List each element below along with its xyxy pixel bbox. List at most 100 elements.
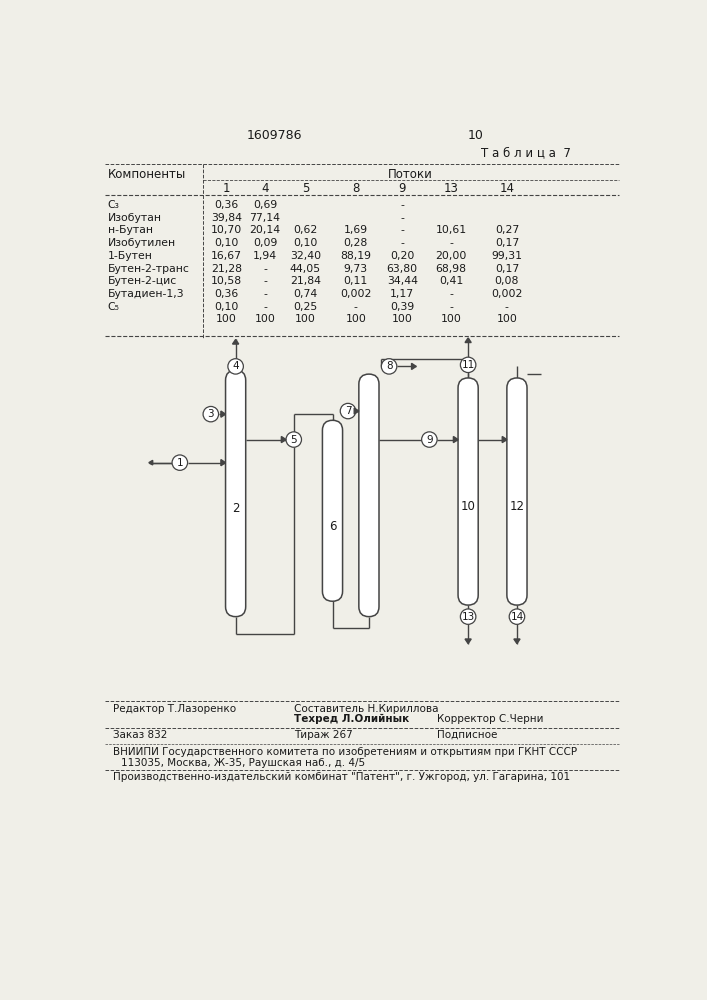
Text: -: - [263, 276, 267, 286]
Text: 100: 100 [392, 314, 413, 324]
Text: 5: 5 [302, 182, 309, 195]
Text: Техред Л.Олийнык: Техред Л.Олийнык [293, 714, 409, 724]
Text: 21,28: 21,28 [211, 264, 242, 274]
FancyBboxPatch shape [226, 370, 246, 617]
Text: 0,08: 0,08 [495, 276, 519, 286]
Text: Подписное: Подписное [437, 730, 498, 740]
Polygon shape [502, 436, 507, 443]
Text: 4: 4 [262, 182, 269, 195]
Text: 0,10: 0,10 [214, 302, 238, 312]
Text: 9: 9 [399, 182, 406, 195]
Text: 8: 8 [386, 361, 392, 371]
Text: 0,10: 0,10 [293, 238, 317, 248]
Text: -: - [400, 200, 404, 210]
Text: 11: 11 [462, 360, 474, 370]
Text: -: - [400, 225, 404, 235]
Text: 1-Бутен: 1-Бутен [107, 251, 153, 261]
Text: 1,69: 1,69 [344, 225, 368, 235]
Polygon shape [465, 639, 472, 644]
Text: -: - [449, 238, 453, 248]
Text: 10,70: 10,70 [211, 225, 242, 235]
Text: C₃: C₃ [107, 200, 119, 210]
Text: 6: 6 [329, 520, 337, 533]
Text: 100: 100 [496, 314, 518, 324]
Circle shape [203, 406, 218, 422]
Text: 99,31: 99,31 [491, 251, 522, 261]
Circle shape [381, 359, 397, 374]
Text: -: - [263, 302, 267, 312]
Text: 10,58: 10,58 [211, 276, 242, 286]
Text: ВНИИПИ Государственного комитета по изобретениям и открытиям при ГКНТ СССР: ВНИИПИ Государственного комитета по изоб… [113, 747, 578, 757]
Text: C₅: C₅ [107, 302, 119, 312]
Polygon shape [221, 411, 226, 417]
Text: Потоки: Потоки [387, 168, 433, 181]
Text: 0,36: 0,36 [214, 289, 238, 299]
Text: -: - [449, 302, 453, 312]
FancyBboxPatch shape [359, 374, 379, 617]
Text: 10,61: 10,61 [436, 225, 467, 235]
Text: 113035, Москва, Ж-35, Раушская наб., д. 4/5: 113035, Москва, Ж-35, Раушская наб., д. … [122, 758, 366, 768]
Text: Т а б л и ц а  7: Т а б л и ц а 7 [481, 146, 571, 159]
Text: Редактор Т.Лазоренко: Редактор Т.Лазоренко [113, 704, 236, 714]
Circle shape [340, 403, 356, 419]
Circle shape [228, 359, 243, 374]
Text: 12: 12 [510, 500, 525, 513]
Text: 8: 8 [352, 182, 359, 195]
Text: 2: 2 [232, 502, 240, 515]
Text: 7: 7 [345, 406, 351, 416]
Text: 1609786: 1609786 [247, 129, 302, 142]
Text: Корректор С.Черни: Корректор С.Черни [437, 714, 544, 724]
Text: 20,00: 20,00 [436, 251, 467, 261]
Text: 1: 1 [223, 182, 230, 195]
Text: 1,17: 1,17 [390, 289, 414, 299]
Text: Производственно-издательский комбинат "Патент", г. Ужгород, ул. Гагарина, 101: Производственно-издательский комбинат "П… [113, 772, 571, 782]
Text: Тираж 267: Тираж 267 [293, 730, 353, 740]
Text: 0,28: 0,28 [344, 238, 368, 248]
Polygon shape [149, 460, 153, 465]
Text: 77,14: 77,14 [250, 213, 281, 223]
Circle shape [421, 432, 437, 447]
Text: 0,20: 0,20 [390, 251, 414, 261]
FancyBboxPatch shape [458, 378, 478, 605]
Text: 39,84: 39,84 [211, 213, 242, 223]
Polygon shape [465, 338, 472, 343]
Text: -: - [263, 289, 267, 299]
Text: 100: 100 [440, 314, 462, 324]
Text: 63,80: 63,80 [387, 264, 418, 274]
Text: 0,002: 0,002 [340, 289, 371, 299]
Text: 21,84: 21,84 [290, 276, 321, 286]
Text: 10: 10 [468, 129, 484, 142]
Text: 0,36: 0,36 [214, 200, 238, 210]
Text: 0,25: 0,25 [293, 302, 317, 312]
Text: -: - [400, 213, 404, 223]
Polygon shape [233, 339, 239, 344]
Circle shape [172, 455, 187, 470]
Text: -: - [354, 302, 358, 312]
Text: Изобутан: Изобутан [107, 213, 162, 223]
Text: 68,98: 68,98 [436, 264, 467, 274]
Text: Компоненты: Компоненты [107, 168, 186, 181]
Text: н-Бутан: н-Бутан [107, 225, 153, 235]
Text: 10: 10 [461, 500, 476, 513]
FancyBboxPatch shape [507, 378, 527, 605]
Text: 0,09: 0,09 [253, 238, 277, 248]
Polygon shape [354, 408, 359, 414]
Polygon shape [281, 436, 286, 443]
Text: -: - [263, 264, 267, 274]
Text: 100: 100 [216, 314, 237, 324]
Text: 1,94: 1,94 [253, 251, 277, 261]
Text: 0,69: 0,69 [253, 200, 277, 210]
Text: 14: 14 [499, 182, 515, 195]
Text: 1: 1 [177, 458, 183, 468]
Text: 0,27: 0,27 [495, 225, 519, 235]
Text: 14: 14 [510, 612, 524, 622]
Text: 4: 4 [233, 361, 239, 371]
Circle shape [460, 357, 476, 373]
Text: 0,002: 0,002 [491, 289, 522, 299]
Circle shape [509, 609, 525, 624]
Text: 16,67: 16,67 [211, 251, 242, 261]
Text: 34,44: 34,44 [387, 276, 418, 286]
FancyBboxPatch shape [322, 420, 343, 601]
Text: 0,11: 0,11 [344, 276, 368, 286]
Text: 0,62: 0,62 [293, 225, 317, 235]
